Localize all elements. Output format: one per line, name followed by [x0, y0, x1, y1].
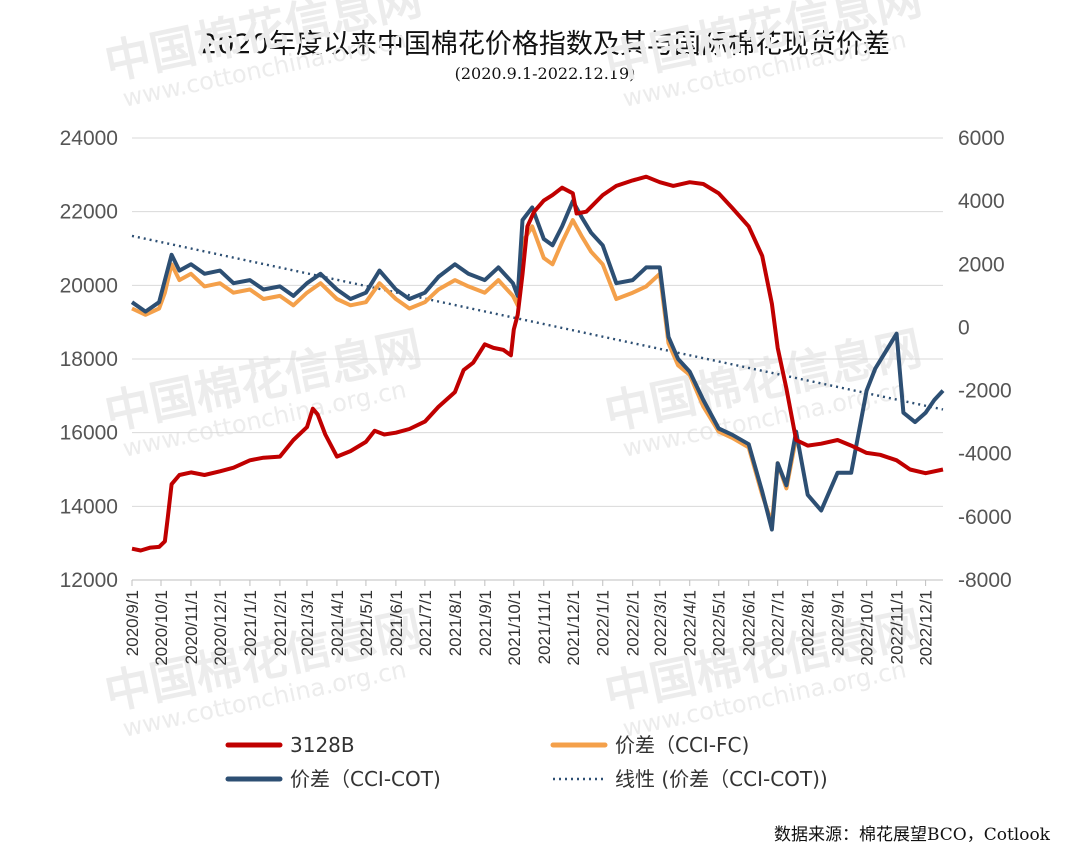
y-right-tick-label: -4000 [958, 443, 1012, 466]
x-tick-label: 2020/11/1 [182, 590, 201, 664]
x-tick-label: 2021/1/1 [241, 590, 260, 656]
x-tick-label: 2022/9/1 [829, 590, 848, 656]
x-tick-label: 2021/10/1 [505, 590, 524, 666]
legend-label: 3128B [290, 733, 355, 757]
x-tick-label: 2022/6/1 [740, 590, 759, 656]
x-tick-label: 2021/7/1 [416, 590, 435, 656]
y-right-tick-label: 6000 [958, 127, 1005, 150]
x-tick-label: 2021/8/1 [446, 590, 465, 656]
x-tick-label: 2021/6/1 [387, 590, 406, 656]
y-axis-right: -8000 -6000 -4000 -2000 0 2000 4000 6000 [958, 127, 1012, 592]
series-line-3 [131, 234, 944, 411]
chart-title: 2020年度以来中国棉花价格指数及其与国际棉花现货价差 [200, 29, 890, 60]
series-line-0 [131, 174, 944, 553]
x-tick-label: 2021/9/1 [476, 590, 495, 656]
x-tick-label: 2022/1/1 [594, 590, 613, 656]
legend-label: 价差（CCI-FC) [615, 733, 749, 757]
x-tick-label: 2022/7/1 [769, 590, 788, 656]
x-tick-label: 2021/11/1 [535, 590, 554, 664]
x-tick-label: 2020/9/1 [123, 590, 142, 656]
x-tick-label: 2022/5/1 [710, 590, 729, 656]
x-tick-label: 2021/12/1 [564, 590, 583, 666]
series-layer [130, 174, 945, 553]
x-tick-label: 2022/8/1 [799, 590, 818, 656]
legend: 3128B 价差（CCI-FC) 价差（CCI-COT) 线性 (价差（CCI-COT… [225, 733, 828, 791]
y-axis-left: 12000 14000 16000 18000 20000 22000 24000 [60, 127, 118, 592]
y-right-tick-label: -8000 [958, 569, 1012, 592]
x-tick-label: 2020/10/1 [152, 590, 171, 666]
x-tick-label: 2022/4/1 [681, 590, 700, 656]
x-tick-label: 2022/11/1 [888, 590, 907, 664]
y-left-tick-label: 16000 [60, 422, 118, 445]
y-right-tick-label: 0 [958, 316, 970, 339]
x-tick-label: 2021/4/1 [328, 590, 347, 656]
x-tick-label: 2022/10/1 [858, 590, 877, 666]
x-tick-label: 2021/5/1 [357, 590, 376, 656]
legend-label: 价差（CCI-COT) [290, 767, 441, 791]
y-left-tick-label: 20000 [60, 274, 118, 297]
y-right-tick-label: 4000 [958, 190, 1005, 213]
x-axis: 2020/9/1 2020/10/1 2020/11/1 2020/12/1 2021/… [123, 579, 943, 666]
y-left-tick-label: 14000 [60, 495, 118, 518]
y-left-tick-label: 24000 [60, 127, 118, 150]
series-line-2 [130, 199, 945, 532]
source-note: 数据来源：棉花展望BCO，Cotlook [773, 825, 1050, 845]
x-tick-label: 2021/3/1 [298, 590, 317, 656]
x-tick-label: 2022/2/1 [624, 590, 643, 656]
y-left-tick-label: 18000 [60, 348, 118, 371]
y-right-tick-label: 2000 [958, 253, 1005, 276]
x-tick-label: 2020/12/1 [211, 590, 230, 666]
y-left-tick-label: 22000 [60, 201, 118, 224]
chart-subtitle: (2020.9.1-2022.12.19) [454, 64, 636, 83]
x-tick-label: 2022/12/1 [917, 590, 936, 666]
gridlines [132, 137, 943, 581]
y-right-tick-label: -2000 [958, 380, 1012, 403]
y-right-tick-label: -6000 [958, 506, 1012, 529]
legend-label: 线性 (价差（CCI-COT)) [615, 767, 828, 791]
x-tick-label: 2021/2/1 [271, 590, 290, 656]
y-left-tick-label: 12000 [60, 569, 118, 592]
x-tick-label: 2022/3/1 [651, 590, 670, 656]
